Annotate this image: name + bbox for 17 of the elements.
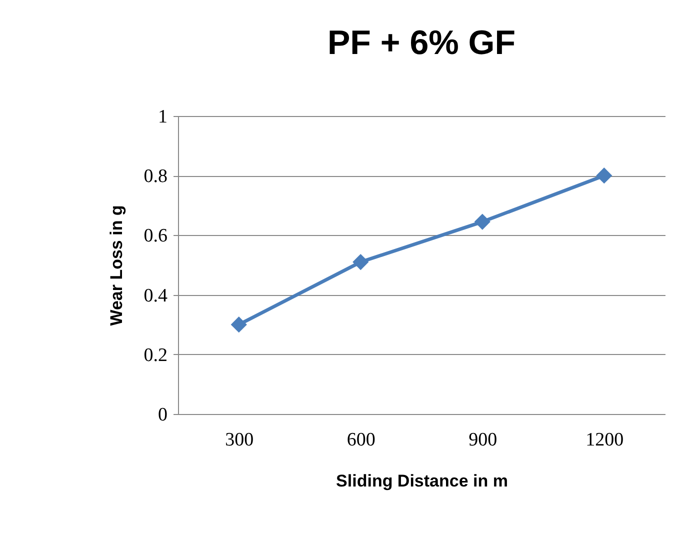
x-tick-label: 600 xyxy=(346,430,376,450)
y-tick-label: 0.4 xyxy=(144,285,168,306)
point xyxy=(596,168,612,184)
point xyxy=(474,214,490,230)
x-tick-label: 1200 xyxy=(586,430,624,450)
y-axis-title: Wear Loss in g xyxy=(106,205,126,326)
y-tick-label: 1 xyxy=(158,106,168,128)
x-tick-label: 300 xyxy=(225,430,254,450)
y-tick-label: 0.6 xyxy=(144,226,168,247)
x-tick-label: 900 xyxy=(468,430,498,450)
x-axis-title: Sliding Distance in m xyxy=(336,472,508,490)
y-tick-label: 0.2 xyxy=(144,344,168,366)
chart-title: PF + 6% GF xyxy=(328,24,516,62)
y-tick-label: 0 xyxy=(158,404,168,426)
y-tick-label: 0.8 xyxy=(144,166,168,188)
point xyxy=(352,254,369,270)
point xyxy=(230,316,247,333)
